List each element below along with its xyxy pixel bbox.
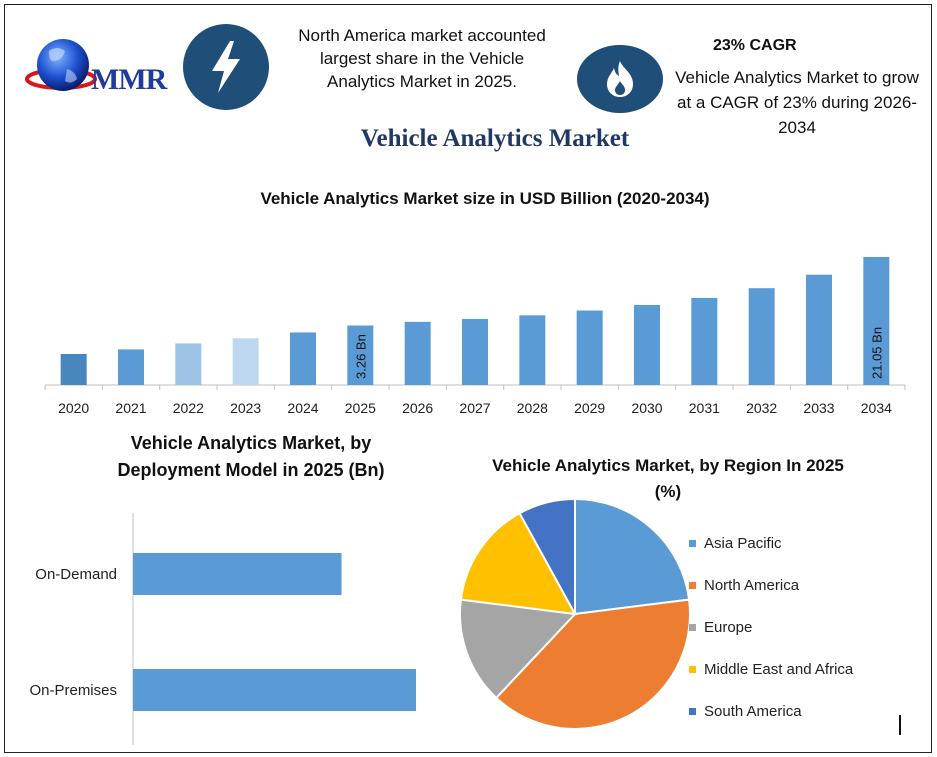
- deployment-bar-chart: On-Demand On-Premises: [29, 513, 416, 745]
- pie-slice-north-america: [494, 598, 690, 730]
- legend-swatch: [689, 581, 696, 589]
- cagr-title: 23% CAGR: [713, 37, 797, 54]
- bar-2031: [691, 297, 718, 385]
- x-tick-label: 2029: [574, 400, 605, 416]
- legend-swatch: [689, 539, 696, 547]
- region-chart-title: Vehicle Analytics Market, by Region In 2…: [492, 456, 844, 501]
- x-tick-label: 2028: [517, 400, 548, 416]
- x-tick-label: 2026: [402, 400, 433, 416]
- data-label-2025: 3.26 Bn: [353, 334, 368, 379]
- region-legend: Asia Pacific North America Europe Middle Ea…: [689, 522, 853, 732]
- x-tick-label: 2025: [345, 400, 376, 416]
- bar-2034: [863, 257, 890, 385]
- bar-2029: [576, 310, 603, 385]
- x-tick-label: 2023: [230, 400, 261, 416]
- x-tick-label: 2022: [173, 400, 204, 416]
- y-tick-label: On-Demand: [35, 566, 117, 583]
- hbar-on-demand: [133, 553, 342, 595]
- bar-2024: [290, 332, 316, 385]
- globe-icon: [25, 39, 97, 91]
- legend-swatch: [689, 623, 696, 631]
- flame-badge: [577, 45, 663, 113]
- data-label-2034: 21.05 Bn: [869, 327, 884, 379]
- bar-2021: [118, 349, 144, 385]
- bar-2033: [806, 274, 832, 385]
- main-title: Vehicle Analytics Market: [360, 125, 630, 152]
- x-tick-label: 2030: [631, 400, 662, 416]
- text-cursor-mark: [899, 715, 901, 735]
- flame-icon: [607, 61, 633, 97]
- legend-label: Europe: [704, 618, 753, 636]
- legend-item: Asia Pacific: [689, 522, 853, 564]
- x-tick-label: 2032: [746, 400, 777, 416]
- logo-text: MMR: [91, 63, 167, 96]
- x-tick-label: 2031: [689, 400, 720, 416]
- bar-2023: [232, 338, 259, 385]
- bar-2028: [519, 315, 546, 385]
- bar-2032: [748, 288, 775, 385]
- x-tick-label: 2033: [803, 400, 834, 416]
- bar-2025: [347, 325, 374, 385]
- deployment-chart-title: Vehicle Analytics Market, by Deployment …: [117, 433, 385, 480]
- bar-chart-title: Vehicle Analytics Market size in USD Bil…: [260, 189, 710, 208]
- x-tick-label: 2020: [58, 400, 89, 416]
- bar-2022: [175, 343, 202, 385]
- bar-2020: [60, 354, 87, 385]
- pie-slice-europe: [459, 598, 578, 700]
- pie-slice-asia-pacific: [574, 497, 690, 616]
- bar-2030: [634, 304, 660, 385]
- mmr-logo: MMR: [25, 33, 185, 103]
- pie-slice-south-america: [518, 497, 576, 615]
- legend-item: Middle East and Africa: [689, 648, 853, 690]
- bar-2026: [404, 321, 431, 385]
- hbar-on-premises: [133, 669, 416, 711]
- legend-swatch: [689, 665, 696, 673]
- x-tick-label: 2024: [287, 400, 318, 416]
- legend-swatch: [689, 707, 696, 715]
- lightning-icon: [212, 41, 240, 93]
- legend-label: North America: [704, 576, 800, 594]
- legend-item: South America: [689, 690, 853, 732]
- legend-item: North America: [689, 564, 853, 606]
- legend-label: Asia Pacific: [704, 534, 782, 552]
- pie-slice-middle-east-and-africa: [459, 511, 577, 616]
- legend-item: Europe: [689, 606, 853, 648]
- x-tick-label: 2034: [861, 400, 892, 416]
- region-pie-chart: [459, 497, 690, 730]
- market-size-bar-chart: 2020 2021 2022 2023 2024 2025 3.26 Bn 2026 2027 2…: [44, 257, 906, 416]
- x-tick-label: 2021: [115, 400, 146, 416]
- legend-label: Middle East and Africa: [704, 660, 854, 678]
- bar-2027: [462, 318, 488, 385]
- cagr-note: Vehicle Analytics Market to grow at a CA…: [675, 68, 919, 137]
- y-tick-label: On-Premises: [29, 682, 117, 699]
- x-tick-label: 2027: [459, 400, 490, 416]
- legend-label: South America: [704, 702, 802, 720]
- lightning-badge: [183, 24, 269, 110]
- region-note: North America market accounted largest s…: [298, 26, 546, 91]
- infographic-frame: MMR North America market accounted large…: [4, 4, 932, 753]
